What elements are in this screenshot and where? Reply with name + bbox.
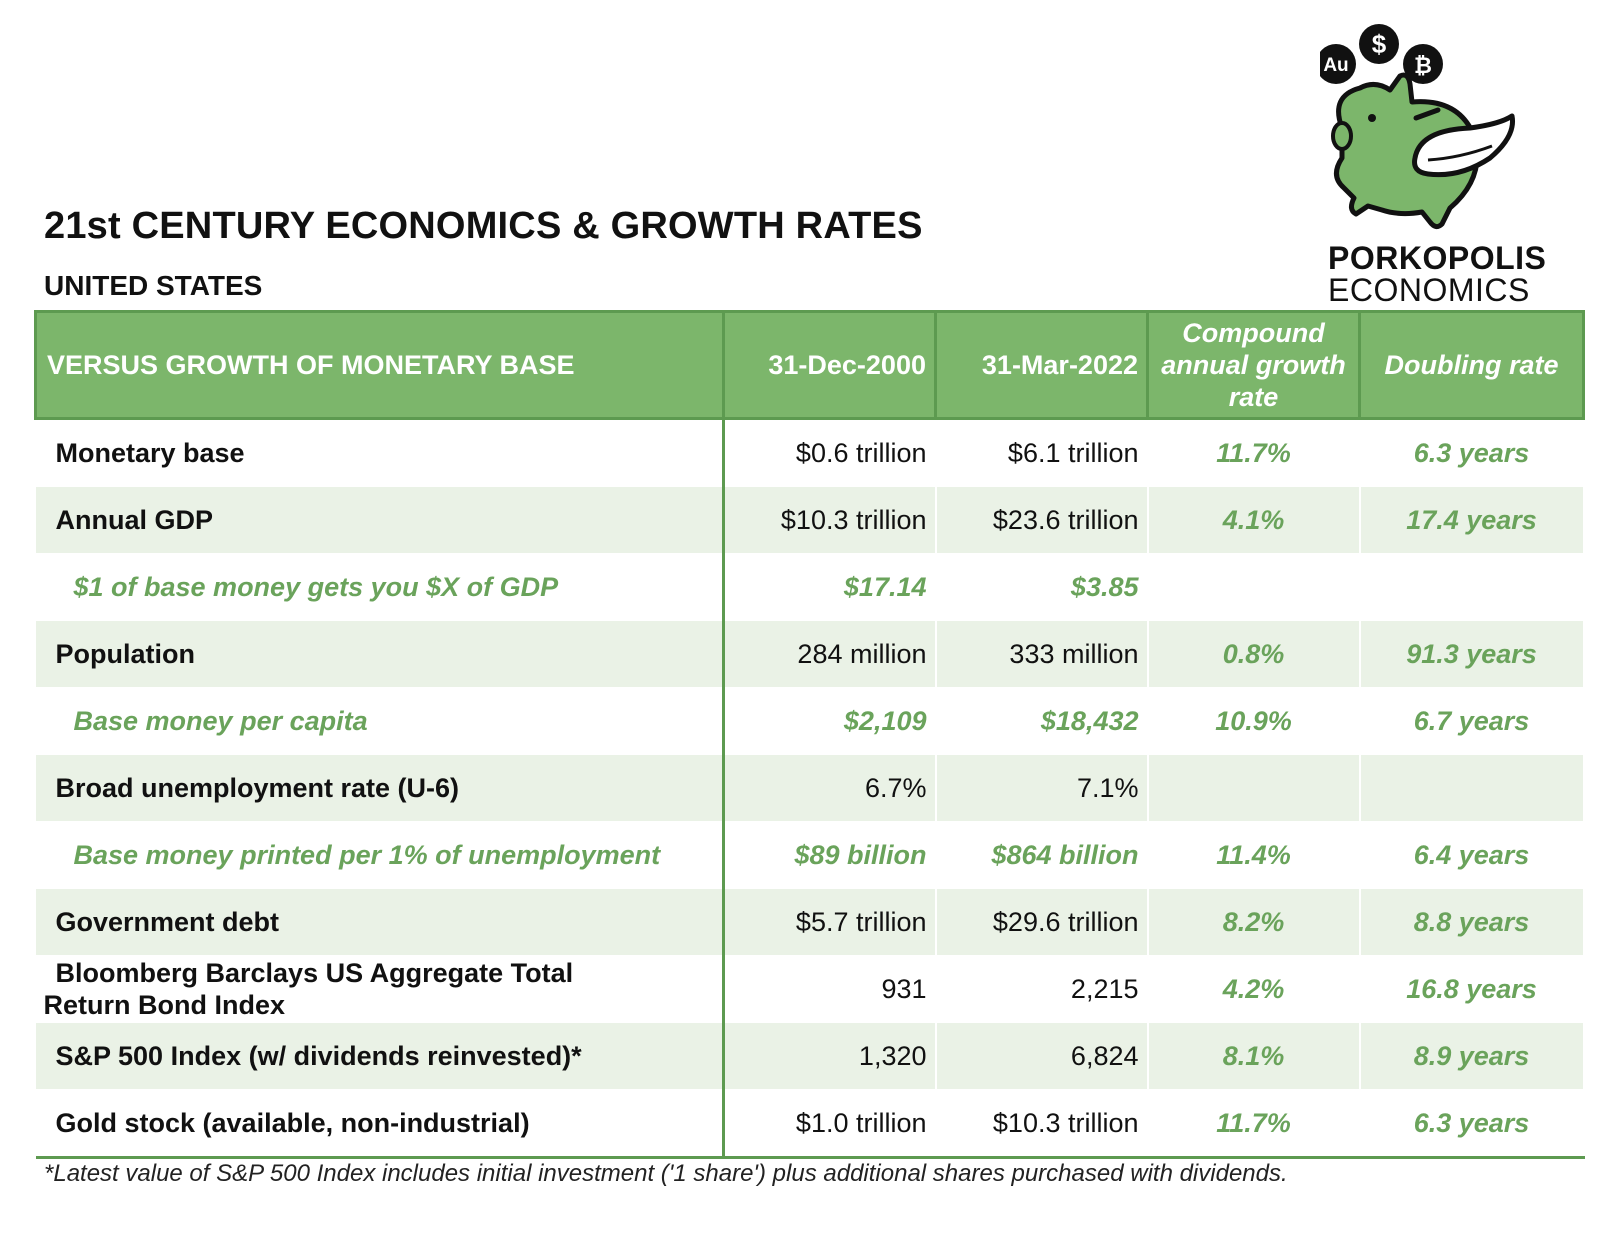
row-label: S&P 500 Index (w/ dividends reinvested)*: [35, 1022, 725, 1090]
row-label: Bloomberg Barclays US Aggregate Total Re…: [35, 955, 725, 1023]
doubling-value: 8.8 years: [1359, 888, 1585, 956]
cagr-value: 10.9%: [1147, 687, 1361, 755]
value-2000: 284 million: [723, 620, 937, 688]
table-row: Government debt $5.7 trillion $29.6 tril…: [35, 888, 1585, 956]
table-row: Population 284 million 333 million 0.8% …: [35, 620, 1585, 688]
cagr-value: 11.4%: [1147, 821, 1361, 889]
header-cagr: Compound annual growth rate: [1147, 310, 1361, 420]
table-row: Base money printed per 1% of unemploymen…: [35, 821, 1585, 889]
header-date-2000: 31-Dec-2000: [723, 310, 937, 420]
value-2000: $5.7 trillion: [723, 888, 937, 956]
row-label: Base money printed per 1% of unemploymen…: [35, 821, 725, 889]
value-2022: $3.85: [935, 553, 1149, 621]
porkopolis-logo: Au $ ₿ PORKOPOLIS ECONOMICS: [1320, 18, 1580, 308]
coin-bitcoin-label: ₿: [1414, 54, 1432, 79]
value-2000: $0.6 trillion: [723, 418, 937, 487]
row-label-line2: Return Bond Index: [43, 990, 286, 1020]
doubling-value: 17.4 years: [1359, 486, 1585, 554]
row-label: Annual GDP: [35, 486, 725, 554]
page-subtitle: UNITED STATES: [44, 270, 263, 301]
table-row: Base money per capita $2,109 $18,432 10.…: [35, 687, 1585, 755]
value-2000: $89 billion: [723, 821, 937, 889]
value-2000: $10.3 trillion: [723, 486, 937, 554]
growth-rates-table: VERSUS GROWTH OF MONETARY BASE 31-Dec-20…: [34, 310, 1585, 1159]
row-label: $1 of base money gets you $X of GDP: [35, 553, 725, 621]
flying-piggy-bank-icon: Au $ ₿: [1320, 24, 1516, 230]
logo-wordmark-bottom: ECONOMICS: [1328, 272, 1530, 308]
value-2022: 7.1%: [935, 754, 1149, 822]
value-2022: $18,432: [935, 687, 1149, 755]
table-row: Annual GDP $10.3 trillion $23.6 trillion…: [35, 486, 1585, 554]
doubling-value: 6.3 years: [1359, 1089, 1585, 1159]
row-label: Broad unemployment rate (U-6): [35, 754, 725, 822]
doubling-value: 91.3 years: [1359, 620, 1585, 688]
table-row: Monetary base $0.6 trillion $6.1 trillio…: [35, 418, 1585, 487]
cagr-value: 11.7%: [1147, 418, 1361, 487]
value-2000: 1,320: [723, 1022, 937, 1090]
doubling-value: 16.8 years: [1359, 955, 1585, 1023]
value-2022: 2,215: [935, 955, 1149, 1023]
value-2022: $10.3 trillion: [935, 1089, 1149, 1159]
table-row: $1 of base money gets you $X of GDP $17.…: [35, 553, 1585, 621]
row-label: Gold stock (available, non-industrial): [35, 1089, 725, 1159]
row-label-line1: Bloomberg Barclays US Aggregate Total: [55, 958, 574, 988]
row-label: Monetary base: [35, 418, 725, 487]
table-row: S&P 500 Index (w/ dividends reinvested)*…: [35, 1022, 1585, 1090]
header-doubling-rate: Doubling rate: [1359, 310, 1585, 420]
value-2000: $17.14: [723, 553, 937, 621]
value-2022: $6.1 trillion: [935, 418, 1149, 487]
table-row: Bloomberg Barclays US Aggregate Total Re…: [35, 955, 1585, 1023]
value-2022: 333 million: [935, 620, 1149, 688]
value-2000: $2,109: [723, 687, 937, 755]
doubling-value: 6.4 years: [1359, 821, 1585, 889]
value-2000: 6.7%: [723, 754, 937, 822]
cagr-value: [1147, 553, 1361, 621]
cagr-value: 8.1%: [1147, 1022, 1361, 1090]
value-2022: $864 billion: [935, 821, 1149, 889]
footnote: *Latest value of S&P 500 Index includes …: [44, 1160, 1288, 1187]
row-label: Population: [35, 620, 725, 688]
cagr-value: 0.8%: [1147, 620, 1361, 688]
table-row: Broad unemployment rate (U-6) 6.7% 7.1%: [35, 754, 1585, 822]
doubling-value: 6.3 years: [1359, 418, 1585, 487]
page-title: 21st CENTURY ECONOMICS & GROWTH RATES: [44, 205, 923, 247]
header-label: VERSUS GROWTH OF MONETARY BASE: [34, 310, 725, 420]
value-2000: $1.0 trillion: [723, 1089, 937, 1159]
coin-au-label: Au: [1323, 55, 1348, 76]
value-2022: $23.6 trillion: [935, 486, 1149, 554]
cagr-value: 4.1%: [1147, 486, 1361, 554]
cagr-value: 8.2%: [1147, 888, 1361, 956]
cagr-value: [1147, 754, 1361, 822]
value-2000: 931: [723, 955, 937, 1023]
doubling-value: [1359, 553, 1585, 621]
coin-dollar-label: $: [1372, 29, 1387, 59]
logo-wordmark-top: PORKOPOLIS: [1328, 240, 1547, 276]
table-header-row: VERSUS GROWTH OF MONETARY BASE 31-Dec-20…: [34, 310, 1585, 420]
cagr-value: 11.7%: [1147, 1089, 1361, 1159]
row-label: Base money per capita: [35, 687, 725, 755]
cagr-value: 4.2%: [1147, 955, 1361, 1023]
doubling-value: 8.9 years: [1359, 1022, 1585, 1090]
value-2022: 6,824: [935, 1022, 1149, 1090]
row-label: Government debt: [35, 888, 725, 956]
value-2022: $29.6 trillion: [935, 888, 1149, 956]
table-row: Gold stock (available, non-industrial) $…: [35, 1089, 1585, 1159]
doubling-value: 6.7 years: [1359, 687, 1585, 755]
doubling-value: [1359, 754, 1585, 822]
header-date-2022: 31-Mar-2022: [935, 310, 1149, 420]
